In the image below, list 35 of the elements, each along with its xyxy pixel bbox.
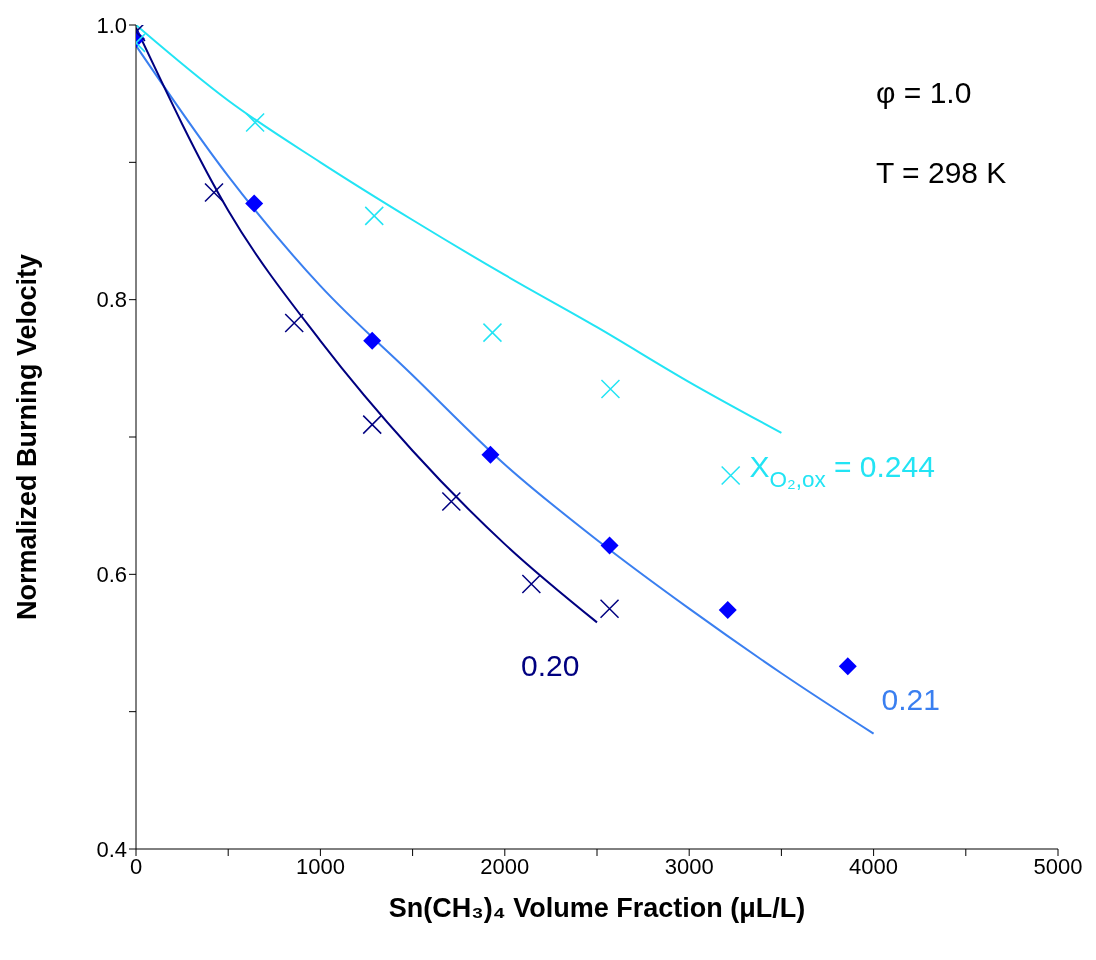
point <box>599 598 620 619</box>
point <box>245 112 265 133</box>
point <box>481 445 500 464</box>
y-tick-label: 0.6 <box>96 562 127 588</box>
point <box>521 574 542 594</box>
point <box>718 601 737 620</box>
y-tick-label: 0.8 <box>96 287 127 313</box>
point <box>362 414 382 435</box>
point <box>720 465 741 486</box>
series-label: X$_{O₂,ox}$ = 0.244 <box>749 449 935 493</box>
x-tick-label: 3000 <box>664 853 714 879</box>
annotation: T = 298 K <box>876 156 1007 190</box>
series-label: 0.20 <box>521 649 580 683</box>
point <box>838 657 857 676</box>
point <box>600 536 619 555</box>
point <box>284 313 304 333</box>
point <box>441 491 462 512</box>
annotation: φ = 1.0 <box>876 76 972 110</box>
point <box>600 379 621 399</box>
y-tick-label: 0.4 <box>96 836 127 862</box>
point <box>482 322 503 343</box>
x-axis-title: Sn(CH₃)₄ Volume Fraction (μL/L) <box>388 893 806 923</box>
x-tick-label: 5000 <box>1033 853 1083 879</box>
y-tick-label: 1.0 <box>96 12 127 38</box>
point <box>364 206 384 226</box>
y-axis-title: Normalized Burning Velocity <box>11 253 42 621</box>
x-tick-label: 1000 <box>295 853 345 879</box>
x-tick-label: 0 <box>129 853 143 879</box>
x-tick-label: 2000 <box>480 853 530 879</box>
point <box>245 194 264 213</box>
x-tick-label: 4000 <box>849 853 899 879</box>
line-series <box>136 25 783 434</box>
point <box>363 331 382 350</box>
series-label: 0.21 <box>881 682 940 716</box>
point <box>204 182 224 203</box>
